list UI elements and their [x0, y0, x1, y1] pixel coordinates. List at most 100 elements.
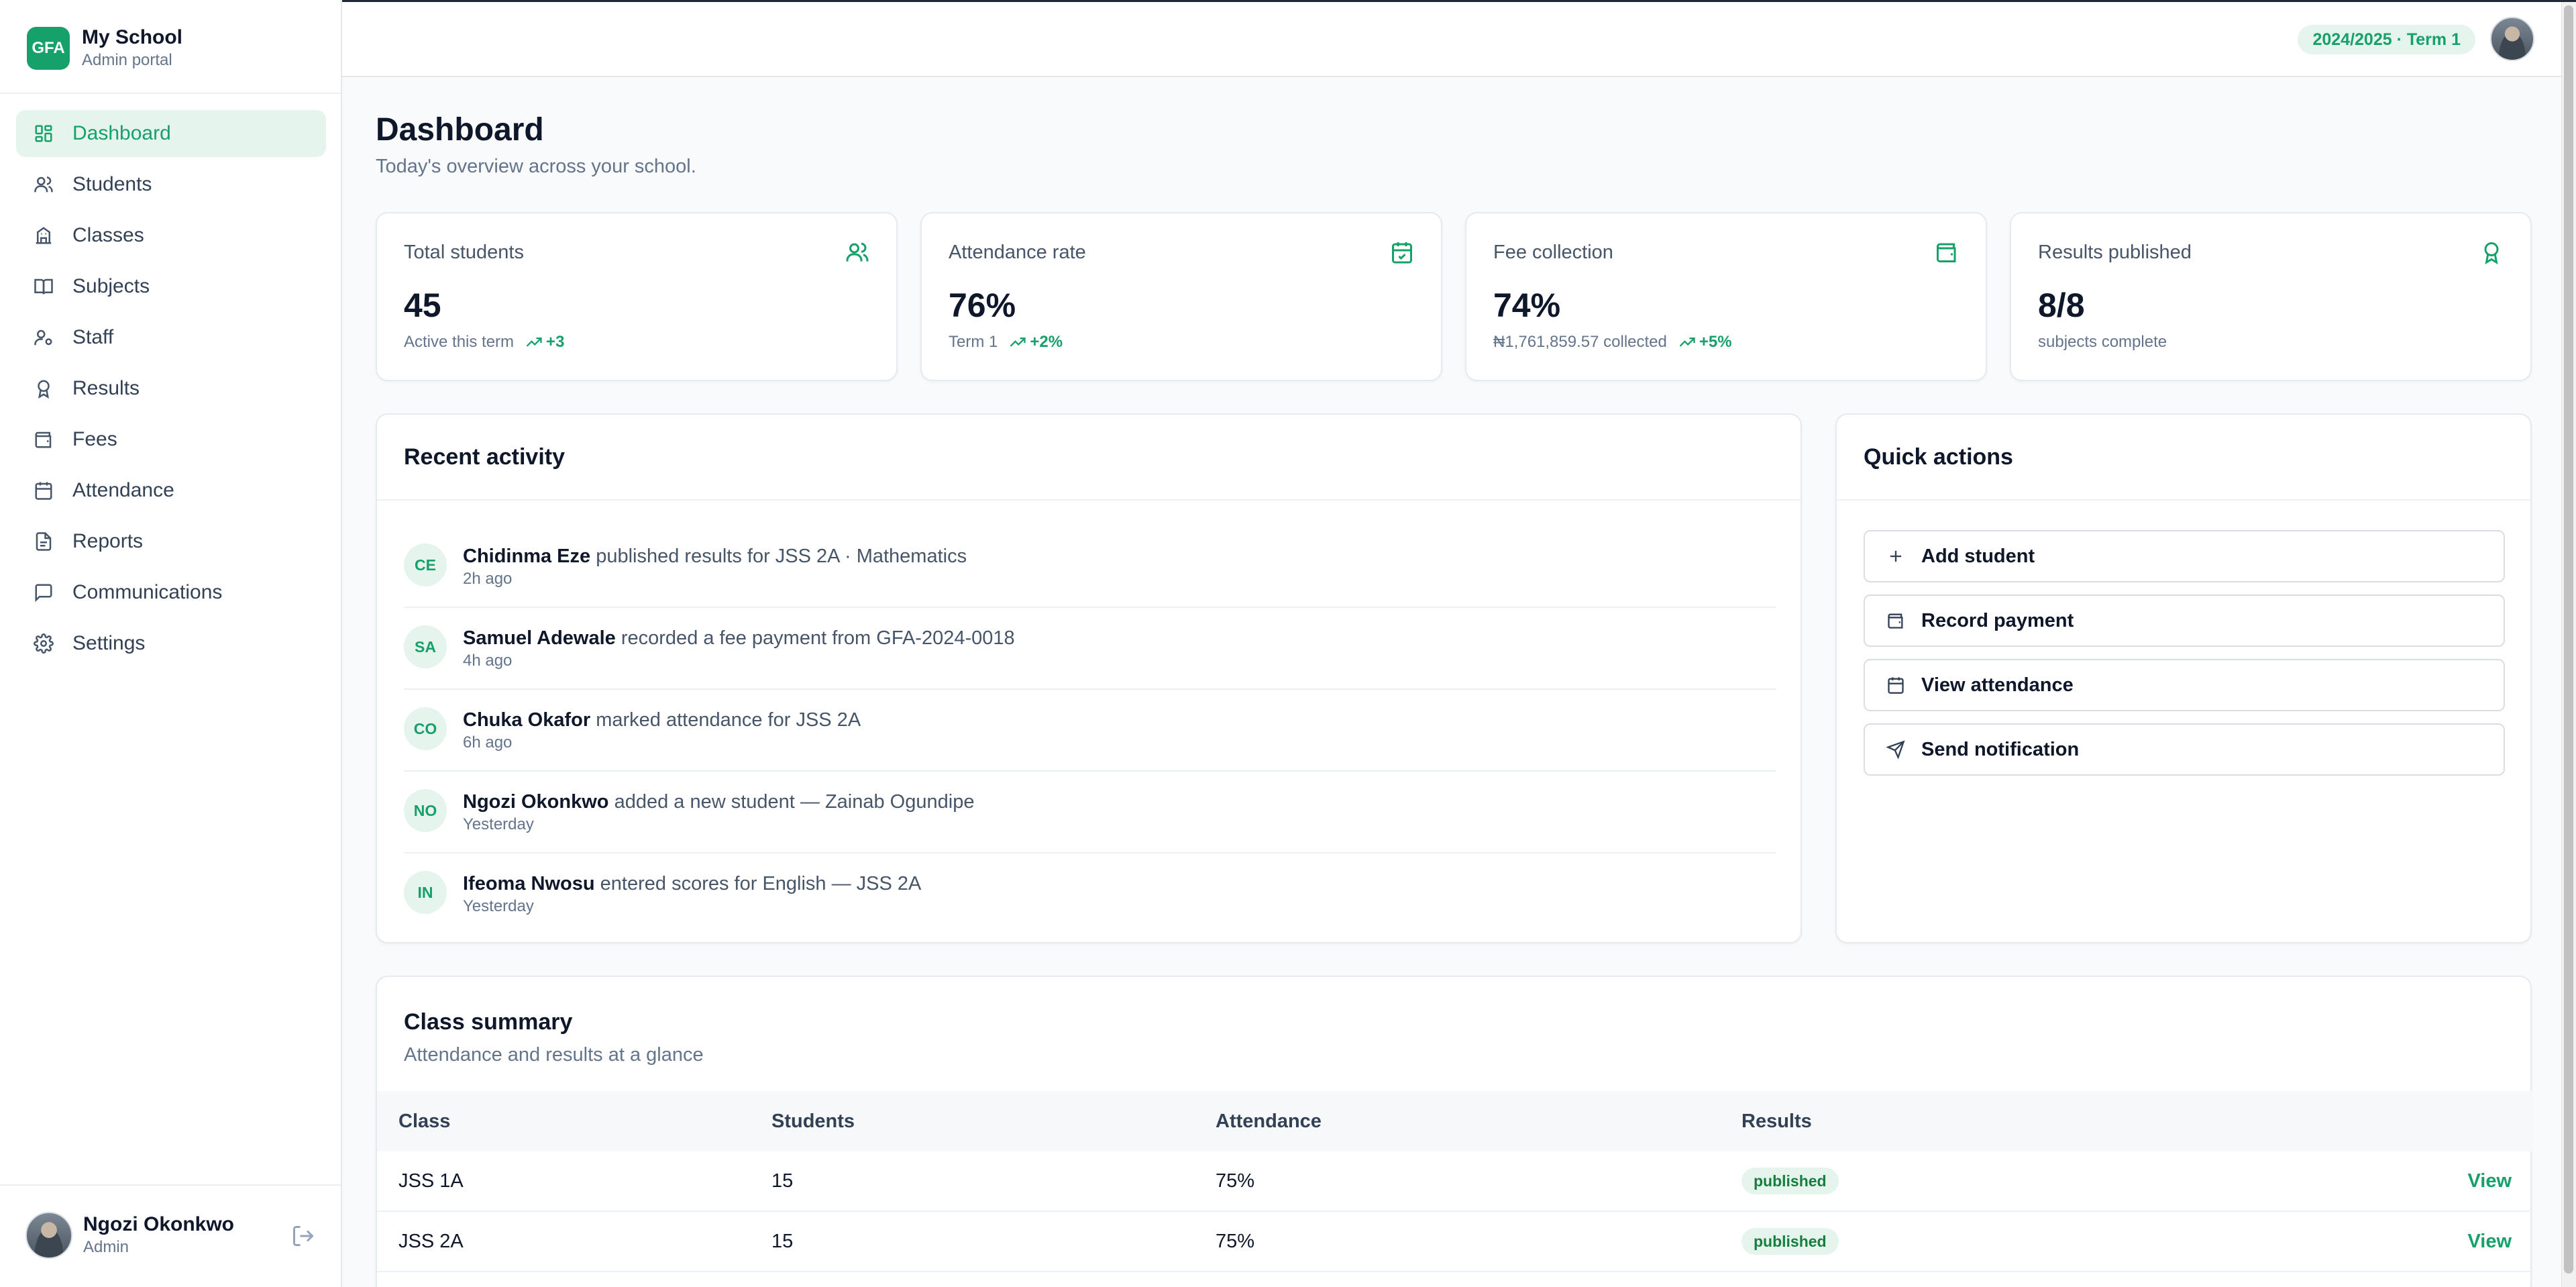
recent-activity-title: Recent activity	[404, 444, 565, 470]
sidebar-item-students[interactable]: Students	[16, 161, 326, 208]
cell-class: JSS 1A	[398, 1170, 464, 1192]
trend-indicator: +3	[525, 333, 564, 352]
cell-attendance: 75%	[1216, 1230, 1255, 1252]
button-label: View attendance	[1921, 674, 2074, 696]
wallet-icon	[1888, 613, 1903, 629]
brand-subtitle: Admin portal	[82, 51, 172, 69]
stat-note-text: Active this term	[404, 333, 515, 351]
trend-up-icon	[526, 338, 542, 347]
sidebar-item-reports[interactable]: Reports	[16, 518, 326, 565]
activity-text: marked attendance for JSS 2A	[596, 709, 861, 731]
sidebar-item-label: Staff	[72, 326, 114, 348]
user-avatar	[25, 1212, 72, 1259]
calendar-icon	[34, 480, 54, 501]
sidebar-item-label: Results	[72, 377, 140, 399]
stat-card-results-published: Results published 8/8 subjects complete	[2010, 212, 2532, 381]
status-badge: published	[1741, 1228, 1839, 1255]
sidebar-item-results[interactable]: Results	[16, 365, 326, 412]
page-subtitle: Today's overview across your school.	[376, 156, 696, 177]
activity-actor: Samuel Adewale	[463, 627, 616, 649]
sidebar-item-label: Dashboard	[72, 122, 171, 144]
sidebar-item-classes[interactable]: Classes	[16, 212, 326, 259]
view-link[interactable]: View	[2467, 1170, 2512, 1192]
column-header-class[interactable]: Class	[398, 1110, 451, 1132]
gear-icon	[34, 633, 54, 654]
sidebar-footer-divider	[0, 1184, 341, 1186]
activity-item: NO Ngozi Okonkwo added a new student — Z…	[404, 772, 1776, 854]
activity-avatar: CE	[404, 544, 447, 586]
stat-note: subjects complete	[2038, 333, 2167, 352]
sidebar-item-attendance[interactable]: Attendance	[16, 467, 326, 514]
activity-time: 6h ago	[463, 733, 513, 752]
stat-card-total-students: Total students 45 Active this term +3	[376, 212, 898, 381]
brand-name: My School	[82, 26, 183, 48]
class-summary-table: Class Students Attendance Results JSS 1A…	[377, 1091, 2533, 1272]
message-icon	[34, 582, 54, 603]
user-name: Ngozi Okonkwo	[83, 1213, 234, 1235]
quick-actions-card: Quick actions Add student Record payment…	[1835, 413, 2532, 943]
activity-text: entered scores for English — JSS 2A	[600, 873, 922, 894]
activity-actor: Ngozi Okonkwo	[463, 791, 609, 813]
sidebar-item-fees[interactable]: Fees	[16, 416, 326, 463]
plus-icon	[1890, 550, 1902, 562]
stat-label: Results published	[2038, 242, 2192, 263]
stat-value: 45	[404, 287, 441, 324]
stat-card-fee-collection: Fee collection 74% ₦1,761,859.57 collect…	[1465, 212, 1987, 381]
sidebar-divider	[0, 93, 341, 94]
class-summary-title: Class summary	[404, 1009, 573, 1035]
logout-icon[interactable]	[291, 1224, 315, 1248]
sidebar-item-dashboard[interactable]: Dashboard	[16, 110, 326, 157]
building-icon	[34, 225, 54, 246]
table-row: JSS 1A 15 75% published View	[377, 1151, 2533, 1212]
add-student-button[interactable]: Add student	[1864, 530, 2505, 582]
sidebar-nav: Dashboard Students Classes Subjects Staf…	[16, 110, 326, 671]
sidebar: GFA My School Admin portal Dashboard Stu…	[0, 0, 342, 1287]
column-header-students[interactable]: Students	[771, 1110, 855, 1132]
activity-actor: Chidinma Eze	[463, 546, 591, 567]
activity-avatar: NO	[404, 789, 447, 832]
wallet-icon	[34, 429, 54, 450]
table-header: Class Students Attendance Results	[377, 1091, 2533, 1151]
activity-text: published results for JSS 2A · Mathemati…	[596, 546, 967, 567]
dashboard-icon	[34, 123, 54, 144]
stat-value: 74%	[1493, 287, 1561, 324]
user-profile[interactable]: Ngozi Okonkwo Admin	[25, 1212, 234, 1259]
cell-students: 15	[771, 1230, 794, 1252]
sidebar-item-label: Fees	[72, 428, 117, 450]
trend-value: +3	[546, 333, 565, 351]
scrollbar-thumb[interactable]	[2564, 5, 2573, 1274]
stat-note-text: subjects complete	[2038, 333, 2167, 351]
activity-time: Yesterday	[463, 897, 534, 915]
sidebar-item-label: Reports	[72, 530, 144, 552]
activity-text: added a new student — Zainab Ogundipe	[614, 791, 975, 813]
cell-class: JSS 2A	[398, 1230, 464, 1252]
sidebar-item-label: Attendance	[72, 479, 174, 501]
send-notification-button[interactable]: Send notification	[1864, 723, 2505, 776]
sidebar-item-settings[interactable]: Settings	[16, 620, 326, 667]
activity-item: CE Chidinma Eze published results for JS…	[404, 526, 1776, 608]
card-divider	[1837, 499, 2530, 501]
stat-label: Fee collection	[1493, 242, 1613, 263]
sidebar-item-communications[interactable]: Communications	[16, 569, 326, 616]
view-attendance-button[interactable]: View attendance	[1864, 659, 2505, 711]
activity-list: CE Chidinma Eze published results for JS…	[404, 526, 1776, 935]
sidebar-item-subjects[interactable]: Subjects	[16, 263, 326, 310]
column-header-attendance[interactable]: Attendance	[1216, 1110, 1322, 1132]
sidebar-item-staff[interactable]: Staff	[16, 314, 326, 361]
button-label: Add student	[1921, 545, 2035, 567]
trend-indicator: +5%	[1678, 333, 1732, 352]
stat-card-attendance-rate: Attendance rate 76% Term 1 +2%	[920, 212, 1442, 381]
column-header-results[interactable]: Results	[1741, 1110, 1812, 1132]
quick-actions-list: Add student Record payment View attendan…	[1864, 530, 2505, 788]
term-badge[interactable]: 2024/2025 · Term 1	[2298, 25, 2475, 54]
record-payment-button[interactable]: Record payment	[1864, 595, 2505, 647]
top-user-avatar[interactable]	[2490, 17, 2534, 61]
users-icon	[845, 240, 869, 264]
activity-avatar: SA	[404, 625, 447, 668]
button-label: Send notification	[1921, 738, 2080, 760]
brand[interactable]: GFA My School Admin portal	[27, 25, 182, 71]
activity-item: SA Samuel Adewale recorded a fee payment…	[404, 608, 1776, 690]
activity-time: 4h ago	[463, 652, 513, 670]
trend-up-icon	[1010, 338, 1026, 347]
view-link[interactable]: View	[2467, 1230, 2512, 1252]
